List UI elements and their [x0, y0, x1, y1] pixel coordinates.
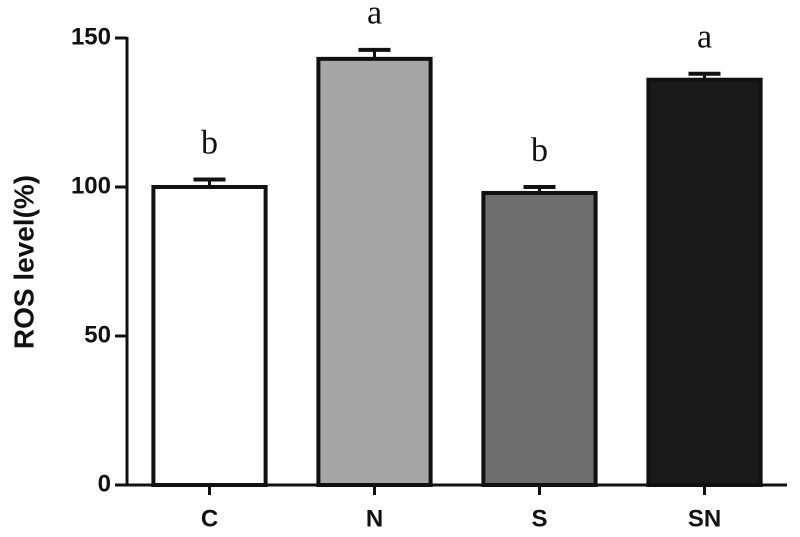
- significance-label: b: [531, 132, 548, 169]
- significance-label: a: [697, 19, 712, 56]
- bar: [151, 185, 268, 487]
- significance-label: b: [201, 124, 218, 161]
- significance-label: a: [367, 0, 382, 32]
- y-tick-label: 150: [71, 23, 111, 50]
- y-tick-label: 100: [71, 172, 111, 199]
- y-tick-label: 50: [84, 321, 111, 348]
- bar: [481, 190, 598, 488]
- x-tick-label: SN: [688, 505, 721, 532]
- bar: [316, 56, 433, 488]
- bar: [646, 77, 763, 487]
- x-tick-label: N: [366, 505, 383, 532]
- y-axis-label: ROS level(%): [8, 175, 39, 349]
- x-tick-label: C: [201, 505, 218, 532]
- y-tick-label: 0: [98, 470, 111, 497]
- x-tick-label: S: [531, 505, 547, 532]
